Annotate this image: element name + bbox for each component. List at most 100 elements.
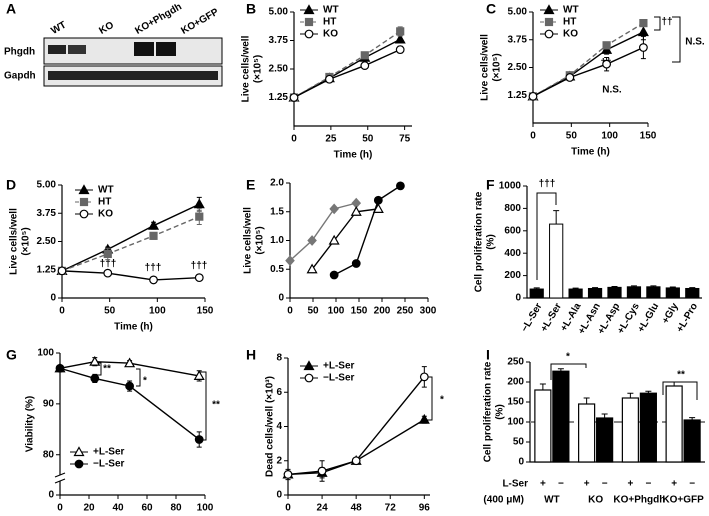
series-line (61, 203, 200, 272)
treatment-sign: − (602, 479, 608, 490)
y-tick-label: 0.5 (270, 264, 284, 275)
marker (193, 198, 205, 209)
error-bar (650, 285, 657, 287)
y-tick-label: 0 (50, 293, 56, 304)
marker (149, 275, 158, 285)
marker (637, 26, 649, 37)
bar (646, 286, 661, 299)
x-tick-label: 0 (285, 503, 291, 514)
y-tick-label: 5.00 (269, 7, 289, 18)
x-tick-label: 250 (397, 306, 414, 317)
error-bar (645, 390, 652, 394)
x-tick-label: 150 (640, 131, 657, 142)
marker (602, 59, 611, 69)
y-axis-label: Dead cells/well (×10³) (265, 376, 276, 477)
marker (528, 91, 538, 101)
marker (285, 255, 295, 267)
legend-label: KO (563, 29, 578, 40)
bar (683, 419, 701, 463)
legend-label: HT (563, 17, 576, 28)
y-axis-label: Live cells/well (480, 34, 491, 101)
treatment-sign: − (689, 479, 695, 490)
error-bar (557, 368, 564, 372)
bar (578, 403, 596, 463)
marker (89, 355, 101, 366)
treatment-sign: + (540, 479, 546, 490)
marker (329, 203, 339, 215)
series-line (293, 48, 401, 99)
annotation: ††† (100, 259, 117, 270)
y-tick-label: 1.0 (270, 235, 284, 246)
annotation: * (566, 352, 570, 363)
x-tick-label: 60 (141, 503, 153, 514)
x-tick-label: 150 (351, 306, 368, 317)
marker (194, 273, 204, 283)
y-tick-label: 200 (507, 377, 524, 388)
legend-marker (303, 4, 315, 15)
legend-marker (304, 29, 314, 39)
annotation: ** (103, 364, 111, 375)
legend-label: −L-Ser (323, 373, 355, 384)
x-tick-label: 300 (420, 306, 437, 317)
annotation: N.S. (602, 85, 622, 96)
x-tick-label: 72 (385, 503, 397, 514)
bar (621, 397, 639, 463)
series-line (532, 22, 644, 97)
y-tick-label: 0 (276, 490, 282, 501)
annotation: ** (677, 370, 685, 381)
x-tick-label: 50 (104, 306, 116, 317)
y-axis-label: (×10⁵) (255, 226, 266, 254)
panel-label: E (246, 177, 255, 193)
bar (626, 286, 642, 299)
marker (125, 381, 135, 391)
marker (350, 206, 362, 216)
x-tick-label: 200 (374, 306, 391, 317)
bar (552, 370, 570, 463)
band (134, 42, 154, 56)
series-line (61, 270, 200, 281)
marker (90, 374, 100, 383)
legend-label: WT (563, 5, 579, 16)
y-tick-label: 2.0 (270, 178, 284, 189)
y-axis-label: Cell proliferation rate (483, 361, 494, 462)
bar (607, 286, 622, 299)
error-bar (533, 287, 540, 290)
treatment-sign: − (645, 479, 651, 490)
bracket (672, 16, 681, 63)
x-tick-label: 20 (83, 503, 95, 514)
series-line (61, 215, 200, 272)
marker (373, 195, 383, 205)
error-bar (601, 413, 608, 418)
axis-break (54, 472, 66, 484)
y-tick-label: 1000 (499, 181, 522, 192)
group-label: WT (544, 495, 560, 506)
x-tick-label: 100 (601, 131, 618, 142)
legend-marker (79, 197, 89, 207)
series-line (287, 376, 425, 476)
marker (360, 51, 369, 60)
marker (147, 219, 160, 230)
x-tick-label: 100 (197, 503, 214, 514)
y-tick-label: 1.25 (269, 92, 289, 103)
legend-label: +L-Ser (323, 361, 355, 372)
blot (43, 37, 223, 87)
bracket (550, 363, 587, 380)
annotation: ††† (145, 263, 162, 274)
bar (685, 287, 700, 299)
panel-label: D (6, 177, 16, 193)
annotation: N.S. (685, 37, 705, 48)
y-axis-label: (×10⁵) (492, 53, 503, 81)
x-tick-label: 25 (325, 134, 337, 145)
y-axis-label: (%) (495, 404, 506, 420)
band (68, 45, 86, 54)
legend-label: HT (98, 197, 111, 208)
y-tick-label: 1.25 (37, 264, 57, 275)
y-tick-label: 0 (278, 293, 284, 304)
bar (587, 287, 603, 299)
x-tick-label: 80 (170, 503, 182, 514)
marker (325, 74, 334, 84)
legend-label: WT (323, 5, 339, 16)
y-axis-label: Live cells/well (9, 208, 20, 275)
bracket (136, 368, 141, 387)
